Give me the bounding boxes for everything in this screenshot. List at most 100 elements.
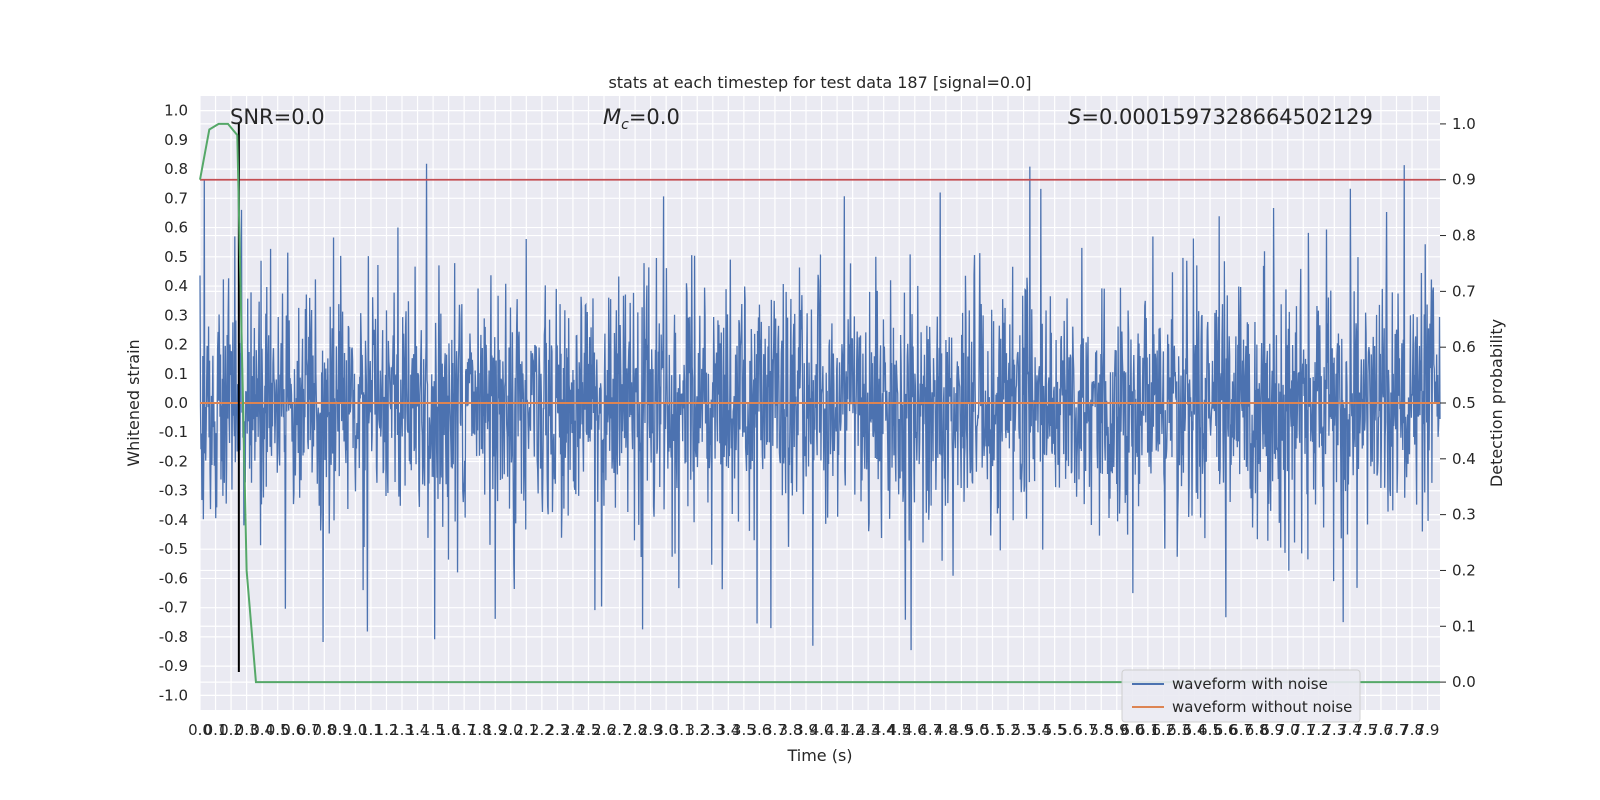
x-tick-label: 0.9	[328, 721, 352, 739]
x-tick-label: 5.6	[1058, 721, 1082, 739]
x-tick-label: 7.5	[1353, 721, 1377, 739]
x-tick-label: 2.4	[561, 721, 585, 739]
mc-symbol: M	[603, 105, 621, 129]
x-tick-label: 7.1	[1291, 721, 1315, 739]
mc-annotation: Mc=0.0	[603, 105, 680, 133]
y-tick-label: -0.7	[159, 599, 188, 617]
y-tick-label: 0.7	[164, 189, 188, 207]
y2-tick-label: 0.7	[1452, 282, 1476, 300]
x-tick-label: 4.4	[872, 721, 896, 739]
y-tick-labels: -1.0 -0.9 -0.8 -0.7 -0.6 -0.5 -0.4 -0.3 -0.2 -0.1…	[159, 102, 188, 705]
y-tick-label: -0.5	[159, 540, 188, 558]
x-tick-label: 7.7	[1385, 721, 1409, 739]
x-tick-label: 0.8	[312, 721, 336, 739]
x-tick-label: 2.2	[530, 721, 554, 739]
x-tick-label: 5.0	[965, 721, 989, 739]
y2-tick-label: 0.4	[1452, 450, 1476, 468]
y2-tick-label: 0.8	[1452, 227, 1476, 245]
x-tick-label: 2.8	[623, 721, 647, 739]
x-tick-label: 2.0	[499, 721, 523, 739]
x-tick-label: 6.5	[1198, 721, 1222, 739]
x-tick-label: 3.5	[732, 721, 756, 739]
y-tick-label: -0.4	[159, 511, 188, 529]
y2-tick-labels: 0.0 0.1 0.2 0.3 0.4 0.5 0.6 0.7 0.8 0.9 1.0	[1440, 115, 1476, 691]
y2-axis-label: Detection probability	[1487, 319, 1506, 487]
mc-value: =0.0	[629, 105, 680, 129]
x-tick-label: 5.7	[1074, 721, 1098, 739]
y-tick-label: 0.8	[164, 160, 188, 178]
x-tick-label: 6.0	[1120, 721, 1144, 739]
s-symbol: S	[1068, 105, 1081, 129]
x-tick-label: 5.8	[1089, 721, 1113, 739]
x-axis-label: Time (s)	[786, 746, 852, 765]
x-tick-label: 2.9	[639, 721, 663, 739]
y-tick-label: 0.6	[164, 219, 188, 237]
x-tick-label: 2.5	[577, 721, 601, 739]
legend-label-clean: waveform without noise	[1172, 698, 1352, 716]
s-annotation: S=0.0001597328664502129	[1068, 105, 1373, 129]
x-tick-label: 1.5	[421, 721, 445, 739]
y-tick-label: -0.9	[159, 657, 188, 675]
x-tick-label: 7.3	[1322, 721, 1346, 739]
x-tick-label: 3.3	[701, 721, 725, 739]
y-tick-label: -1.0	[159, 686, 188, 704]
chart-title: stats at each timestep for test data 187…	[608, 73, 1031, 92]
legend-label-noise: waveform with noise	[1172, 675, 1328, 693]
x-tick-label: 7.0	[1276, 721, 1300, 739]
y-tick-label: 0.0	[164, 394, 188, 412]
x-tick-label: 4.6	[903, 721, 927, 739]
x-tick-label: 4.2	[841, 721, 865, 739]
x-tick-label: 1.9	[483, 721, 507, 739]
x-tick-label: 2.3	[545, 721, 569, 739]
x-tick-label: 4.5	[887, 721, 911, 739]
x-tick-label: 1.1	[359, 721, 383, 739]
x-tick-label: 3.1	[670, 721, 694, 739]
y-tick-label: -0.1	[159, 423, 188, 441]
x-tick-label: 4.7	[918, 721, 942, 739]
y2-tick-label: 0.9	[1452, 171, 1476, 189]
legend: waveform with noise waveform without noi…	[1121, 669, 1361, 723]
x-tick-label: 5.4	[1027, 721, 1051, 739]
x-tick-label: 6.4	[1183, 721, 1207, 739]
x-tick-label: 1.2	[375, 721, 399, 739]
y-tick-label: 0.1	[164, 365, 188, 383]
x-tick-label: 3.0	[654, 721, 678, 739]
y2-tick-label: 0.2	[1452, 561, 1476, 579]
x-tick-label: 0.0	[188, 721, 212, 739]
x-tick-label: 0.5	[266, 721, 290, 739]
x-tick-label: 0.3	[235, 721, 259, 739]
x-tick-label: 2.1	[514, 721, 538, 739]
y-tick-label: 0.2	[164, 336, 188, 354]
x-tick-label: 5.1	[981, 721, 1005, 739]
x-tick-label: 4.8	[934, 721, 958, 739]
y-tick-label: 0.5	[164, 248, 188, 266]
x-tick-label: 3.6	[747, 721, 771, 739]
probability-line	[199, 122, 1440, 684]
legend-box	[1121, 669, 1361, 723]
y-axis-label: Whitened strain	[124, 339, 143, 466]
x-tick-label: 1.0	[343, 721, 367, 739]
y2-tick-label: 0.6	[1452, 338, 1476, 356]
x-tick-label: 6.7	[1229, 721, 1253, 739]
series-waveform-with-noise	[199, 163, 1441, 651]
x-tick-label: 6.6	[1214, 721, 1238, 739]
x-tick-label: 6.3	[1167, 721, 1191, 739]
x-tick-label: 7.8	[1400, 721, 1424, 739]
x-tick-label: 3.8	[779, 721, 803, 739]
x-tick-label: 1.8	[468, 721, 492, 739]
x-tick-label: 0.2	[219, 721, 243, 739]
x-tick-label: 6.8	[1245, 721, 1269, 739]
x-tick-label: 6.1	[1136, 721, 1160, 739]
noise-waveform-line	[199, 163, 1441, 651]
x-tick-label: 3.2	[685, 721, 709, 739]
x-tick-label: 7.4	[1338, 721, 1362, 739]
x-tick-label: 5.5	[1043, 721, 1067, 739]
x-tick-label: 1.3	[390, 721, 414, 739]
y2-tick-label: 1.0	[1452, 115, 1476, 133]
x-tick-label: 2.6	[592, 721, 616, 739]
series-detection-probability	[199, 122, 1440, 684]
x-tick-label: 3.4	[716, 721, 740, 739]
x-tick-label: 7.2	[1307, 721, 1331, 739]
x-tick-label: 4.0	[810, 721, 834, 739]
x-tick-label: 7.9	[1416, 721, 1440, 739]
